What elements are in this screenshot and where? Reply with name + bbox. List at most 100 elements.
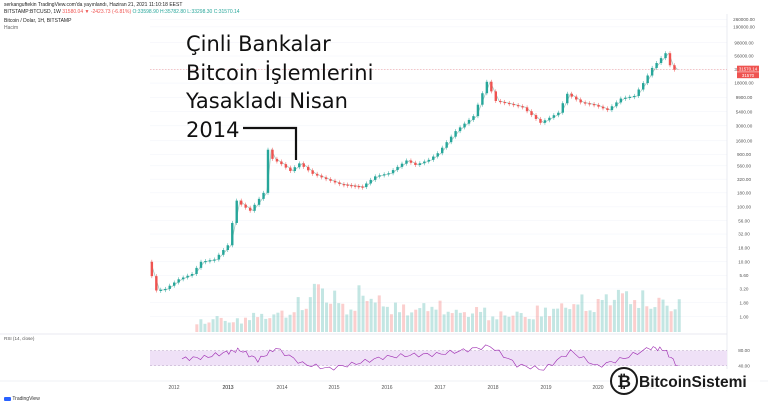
- price-tick-label: 190000.00: [733, 24, 755, 29]
- volume-bar: [511, 315, 515, 332]
- candle: [539, 118, 542, 123]
- candle: [271, 149, 274, 159]
- volume-bar: [620, 293, 624, 332]
- volume-bar: [341, 303, 345, 332]
- volume-bar: [633, 300, 637, 332]
- candle: [350, 185, 353, 187]
- price-tick-label: 98000.00: [734, 40, 754, 45]
- candle: [173, 282, 176, 286]
- candle: [499, 100, 502, 103]
- candle: [240, 200, 243, 205]
- candle: [289, 167, 292, 172]
- candle: [374, 176, 377, 180]
- candle: [275, 158, 279, 162]
- volume-bar: [657, 297, 661, 332]
- volume-bar: [199, 319, 203, 332]
- price-tick-label: 18000.00: [734, 81, 754, 86]
- volume-bar: [337, 303, 341, 332]
- candle: [530, 111, 533, 116]
- volume-bar: [284, 317, 288, 332]
- volume-bar: [491, 316, 495, 332]
- candle: [361, 186, 364, 188]
- watermark-bg: [620, 369, 760, 393]
- candle: [284, 164, 288, 168]
- volume-bar: [329, 303, 333, 332]
- price-tag-bg: [737, 65, 759, 72]
- volume-bar: [608, 305, 612, 332]
- candle: [396, 166, 399, 171]
- candle: [311, 170, 314, 174]
- candle: [463, 123, 466, 128]
- volume-bar: [248, 320, 252, 332]
- candle: [159, 289, 162, 291]
- candle: [458, 127, 462, 132]
- price-tick-label: 3000.00: [736, 123, 753, 128]
- candle: [262, 192, 265, 199]
- candle: [521, 106, 524, 108]
- volume-bar: [649, 308, 653, 332]
- price-tick-label: 900.00: [737, 152, 751, 157]
- annotation-line-1: Çinli Bankalar: [186, 32, 331, 56]
- candle: [494, 91, 497, 101]
- volume-bar: [361, 295, 365, 332]
- candle: [418, 163, 422, 165]
- candle: [472, 116, 475, 120]
- quote-ohlc: O:33598.90 H:35782.80 L:33298.30 C:31570…: [132, 9, 240, 15]
- candle: [624, 97, 627, 99]
- volume-bar: [454, 309, 458, 332]
- volume-bar: [519, 313, 523, 332]
- volume-bar: [515, 311, 519, 332]
- candle: [222, 250, 225, 255]
- candle: [579, 99, 582, 103]
- volume-bar: [377, 295, 381, 332]
- price-tick-label: 1.80: [740, 300, 749, 305]
- candle: [592, 104, 596, 106]
- price-tick-label: 560.00: [737, 163, 751, 168]
- price-tick-label: 18.00: [738, 245, 750, 250]
- volume-bar: [418, 308, 422, 332]
- candle: [628, 96, 631, 99]
- volume-bar: [479, 311, 483, 332]
- volume-bar: [357, 285, 361, 332]
- rsi-level-label: 80.00: [738, 348, 750, 353]
- volume-bar: [446, 311, 450, 332]
- candle: [208, 260, 212, 262]
- time-tick-label: 2016: [381, 385, 392, 391]
- candle: [186, 275, 189, 278]
- volume-bar: [256, 317, 260, 332]
- volume-bar: [616, 289, 620, 332]
- volume-bar: [592, 312, 596, 332]
- annotation-arrow: [243, 126, 298, 160]
- volume-label: Hacim: [4, 25, 19, 31]
- volume-bar: [442, 314, 446, 332]
- price-tick-label: 260000.00: [733, 17, 755, 22]
- volume-bar: [568, 309, 572, 332]
- rsi-band: [150, 350, 727, 366]
- candle: [302, 163, 305, 167]
- candle: [181, 277, 185, 280]
- candle: [248, 207, 252, 211]
- price-tick-label: 180.00: [737, 190, 751, 195]
- volume-bar: [523, 317, 527, 332]
- candle: [668, 53, 672, 66]
- candle: [346, 184, 349, 186]
- volume-bar: [434, 309, 438, 332]
- candle: [365, 183, 368, 188]
- volume-bar: [414, 309, 418, 332]
- candle: [490, 81, 493, 92]
- volume-bar: [252, 312, 256, 332]
- tradingview-footer[interactable]: TradingView: [4, 396, 40, 402]
- candle: [257, 198, 261, 205]
- candle: [423, 161, 426, 164]
- volume-bar: [572, 304, 576, 332]
- volume-bar: [475, 307, 479, 332]
- volume-bar: [596, 299, 600, 332]
- volume-bar: [612, 299, 616, 332]
- candle: [280, 161, 283, 165]
- time-tick-label: 2013: [222, 385, 233, 391]
- candle: [315, 173, 319, 176]
- volume-bar: [677, 299, 681, 332]
- volume-bar: [235, 318, 239, 332]
- volume-bar: [637, 307, 641, 332]
- candle: [454, 131, 457, 137]
